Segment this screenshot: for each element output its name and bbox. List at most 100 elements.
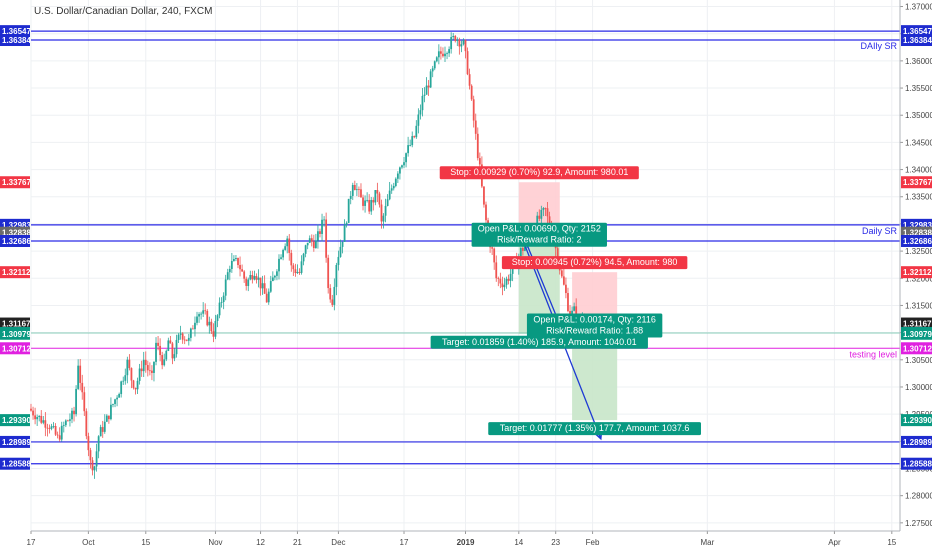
candle-body [71,410,73,420]
price-badge[interactable]: 1.36547 1.36547 [0,25,932,38]
candle-body [405,153,407,163]
position-1-stop-label[interactable]: Stop: 0.00929 (0.70%) 92.9, Amount: 980.… [439,166,639,180]
y-tick-label: 1.32000 [905,274,932,283]
price-badge-label: 1.30979 [903,330,932,339]
candle-body [196,316,198,323]
price-badge-box [901,327,932,340]
price-badge[interactable]: 1.31167 1.31167 [0,317,932,330]
candle-body [440,51,442,54]
candles [30,32,586,479]
candle-body [114,399,116,405]
candle-body [511,264,514,274]
candle-body [312,241,315,249]
time-axis[interactable]: 17 Oct 15 Nov 12 21 Dec 17 2019 14 23 Feb Mar Apr 15 [27,530,900,547]
position-2-target-label-text: Target: 0.01777 (1.35%) 177.7, Amount: 1… [500,423,690,433]
position-2-target-label[interactable]: Target: 0.01777 (1.35%) 177.7, Amount: 1… [488,422,701,436]
candle-body [415,125,418,138]
candle-body [52,426,55,427]
y-tick-label: 1.37000 [905,3,932,12]
candle-body [253,276,256,280]
candle-body [183,339,186,341]
candle-body [521,248,524,251]
candle-body [343,224,346,242]
candle-body [286,238,289,247]
candle-body [437,51,440,58]
candle-body [245,278,248,286]
y-tick-label: 1.35500 [905,84,932,93]
candle-body [95,451,98,467]
position-2-stop-label[interactable]: Stop: 0.00945 (0.72%) 94.5, Amount: 980 [501,256,688,270]
candle-body [116,397,118,400]
candle-body [124,375,127,381]
x-tick-label: Apr [828,538,841,547]
candle-body [560,270,563,277]
candle-body [50,426,53,429]
candle-body [132,380,135,388]
candle-body [257,277,260,280]
candle-body [329,288,332,300]
x-tick-label: 12 [256,538,265,547]
candle-body [325,219,328,258]
candle-body [259,277,262,289]
candle-body [390,188,393,191]
price-badge-left-label: 1.30712 [2,344,31,353]
y-tick-label: 1.30500 [905,356,932,365]
x-tick-label: 2019 [457,538,475,547]
candle-body [89,450,92,461]
candle-body [140,368,143,372]
price-badge[interactable]: 1.29390 1.29390 [0,414,932,427]
price-axis[interactable]: 1.370001.365001.360001.355001.350001.345… [0,0,932,531]
price-badge-box [901,266,932,279]
candle-body [134,387,137,390]
price-badge[interactable]: 1.30712 1.30712 [0,342,932,355]
price-badge[interactable]: 1.30979 1.30979 [0,327,932,340]
candle-body [573,306,576,311]
x-tick-label: Feb [586,538,600,547]
candle-body [247,279,250,286]
candle-body [73,410,75,415]
position-1-pl-label[interactable]: Open P&L: 0.00690, Qty: 2152Risk/Reward … [471,222,607,247]
price-badge-left-label: 1.31167 [2,320,31,329]
candle-body [112,404,114,405]
candle-body [210,321,213,332]
price-badge-box [901,34,932,47]
candle-body [472,99,475,121]
price-badge-label: 1.32838 [903,229,932,238]
candle-body [372,199,375,203]
candle-body [448,49,451,54]
candle-body [233,258,235,261]
price-badge[interactable]: 1.32686 1.32686 [0,234,932,247]
price-badge[interactable]: 1.33767 1.33767 [0,176,932,189]
price-badge[interactable]: 1.36384 1.36384 [0,34,932,47]
y-tick-label: 1.27500 [905,519,932,528]
candle-body [394,178,397,187]
candle-body [470,85,473,100]
candle-body [122,380,125,382]
candle-body [288,238,291,253]
x-tick-label: Dec [331,538,345,547]
price-badge-left-label: 1.28989 [2,438,31,447]
candle-body [567,293,569,312]
candle-body [62,425,65,426]
candle-body [497,278,500,280]
x-tick-label: 17 [400,538,409,547]
candle-body [323,219,325,221]
position-2-pl-label[interactable]: Open P&L: 0.00174, Qty: 2116Risk/Reward … [526,313,663,338]
price-badge[interactable]: 1.28989 1.28989 [0,435,932,448]
position-1-target-label[interactable]: Target: 0.01859 (1.40%) 185.9, Amount: 1… [430,335,648,349]
candle-body [485,204,487,221]
price-badge-left-box [0,342,30,355]
price-badge[interactable]: 1.28588 1.28588 [0,457,932,470]
candle-body [36,417,39,420]
position-1-target-label-box [430,335,648,349]
candle-body [403,162,405,166]
candle-body [83,392,86,412]
price-badge-label: 1.30712 [903,344,932,353]
candle-body [224,279,227,296]
candle-body [351,184,354,196]
price-badge[interactable]: 1.32112 1.32112 [0,266,932,279]
candle-body [163,359,166,366]
candle-body [173,354,176,359]
candle-body [267,291,270,303]
